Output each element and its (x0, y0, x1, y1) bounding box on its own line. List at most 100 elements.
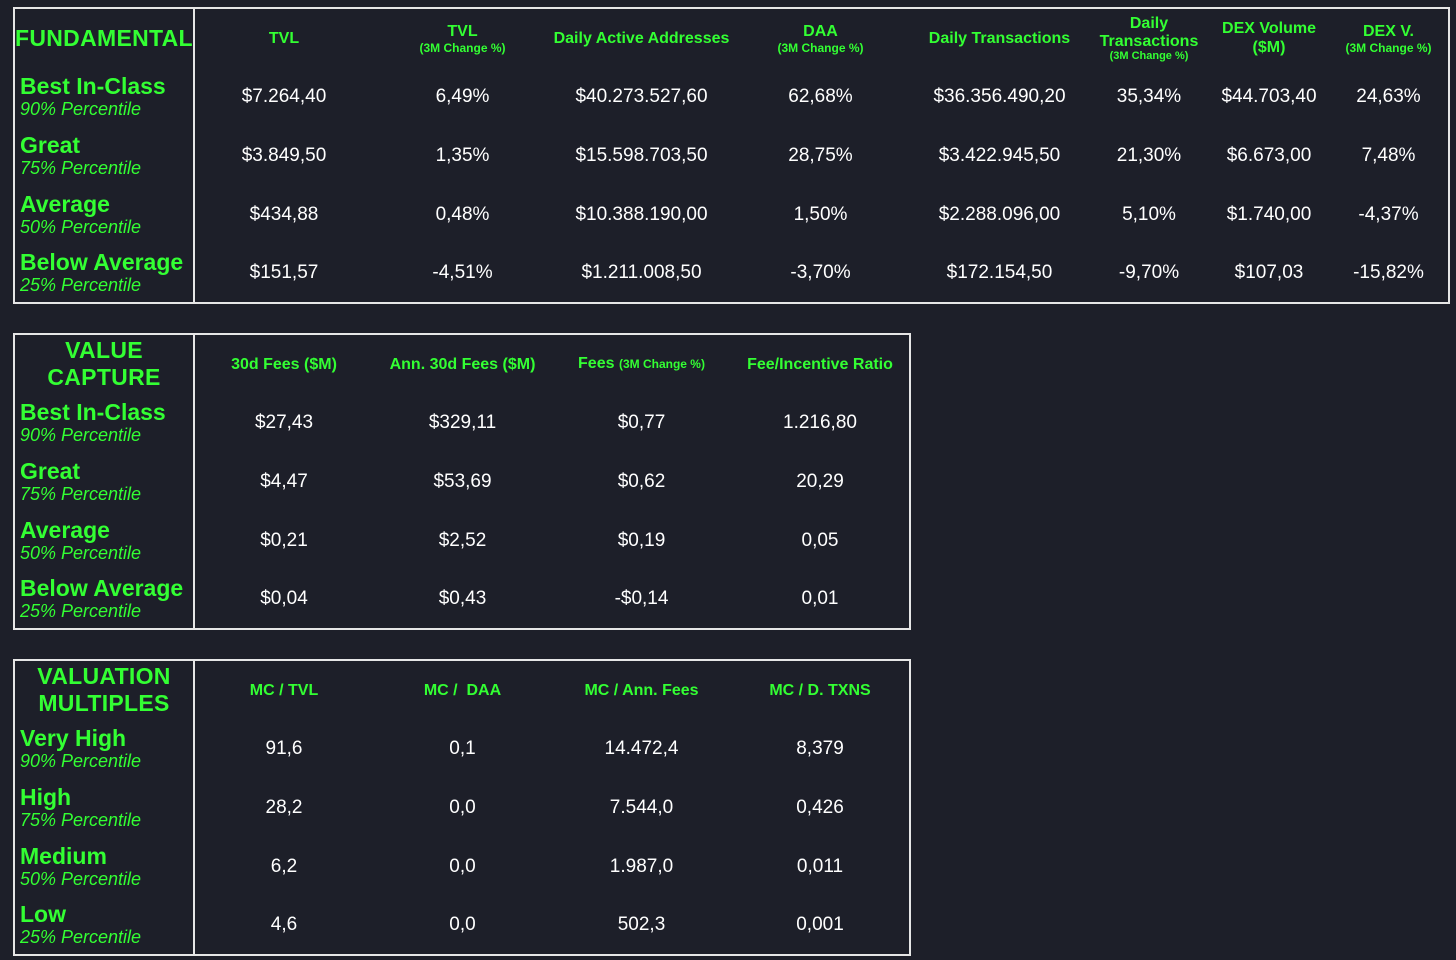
cell: $6.673,00 (1226, 144, 1312, 166)
table-row: Great 75% Percentile $3.849,50 1,35% $15… (14, 126, 1449, 185)
col-daily-transactions: Daily Transactions (928, 29, 1071, 47)
cell: 1.987,0 (609, 855, 674, 877)
cell: 8,379 (796, 737, 844, 759)
cell: -9,70% (1118, 262, 1180, 283)
cell: $40.273.527,60 (575, 85, 708, 107)
cell: $0,21 (260, 529, 308, 551)
cell: 0,426 (796, 796, 844, 818)
col-mc-tvl: MC / TVL (249, 681, 319, 699)
row-label: Below Average 25% Percentile (14, 244, 195, 303)
cell: -15,82% (1353, 262, 1424, 283)
fundamentals-title: FUNDAMENTALS (14, 8, 195, 67)
table-row: Very High 90% Percentile 91,6 0,1 14.472… (14, 719, 910, 778)
col-30d-fees: 30d Fees ($M) (231, 355, 337, 373)
cell: $329,11 (428, 411, 497, 433)
cell: $7.264,40 (241, 85, 327, 107)
cell: 7.544,0 (609, 796, 674, 818)
valuation-multiples-table: VALUATION MULTIPLES MC / TVL MC / DAA MC… (13, 659, 911, 956)
cell: -$0,14 (614, 588, 669, 609)
cell: 0,0 (449, 855, 476, 877)
cell: 35,34% (1116, 85, 1182, 107)
row-label: Low 25% Percentile (14, 896, 195, 955)
cell: 20,29 (796, 470, 844, 492)
cell: $3.422.945,50 (938, 144, 1061, 166)
cell: 0,001 (796, 914, 844, 935)
cell: 0,01 (801, 588, 839, 609)
cell: 1,35% (435, 144, 490, 166)
cell: 0,05 (801, 529, 839, 551)
cell: 0,48% (435, 203, 490, 225)
cell: $107,03 (1234, 262, 1304, 283)
cell: 502,3 (617, 914, 666, 935)
col-fees-3m-change: Fees (3M Change %) (578, 355, 705, 372)
value-capture-title: VALUE CAPTURE (14, 334, 195, 393)
cell: $1.740,00 (1226, 203, 1312, 225)
col-mc-d-txns: MC / D. TXNS (769, 681, 871, 699)
row-label: Very High 90% Percentile (14, 719, 195, 778)
cell: $15.598.703,50 (575, 144, 708, 166)
cell: $4,47 (260, 470, 308, 492)
table-row: Below Average 25% Percentile $0,04 $0,43… (14, 570, 910, 629)
cell: $44.703,40 (1221, 85, 1317, 107)
col-daily-transactions-3m-change: Daily Transactions (3M Change %) (1099, 14, 1199, 62)
row-label: Medium 50% Percentile (14, 837, 195, 896)
cell: 1.216,80 (783, 411, 857, 433)
cell: $0,77 (617, 411, 666, 433)
cell: 28,75% (788, 144, 853, 166)
row-label: Great 75% Percentile (14, 126, 195, 185)
table-row: Below Average 25% Percentile $151,57 -4,… (14, 244, 1449, 303)
row-label: Best In-Class 90% Percentile (14, 393, 195, 452)
table-row: Low 25% Percentile 4,6 0,0 502,3 0,001 (14, 896, 910, 955)
table-row: Average 50% Percentile $0,21 $2,52 $0,19… (14, 511, 910, 570)
table-row: Medium 50% Percentile 6,2 0,0 1.987,0 0,… (14, 837, 910, 896)
cell: 6,49% (435, 85, 490, 107)
cell: 0,0 (449, 796, 476, 818)
cell: 28,2 (265, 796, 303, 818)
col-ann-30d-fees: Ann. 30d Fees ($M) (389, 355, 536, 373)
row-label: Great 75% Percentile (14, 452, 195, 511)
cell: -4,37% (1358, 203, 1419, 225)
row-label: Average 50% Percentile (14, 511, 195, 570)
table-row: Best In-Class 90% Percentile $27,43 $329… (14, 393, 910, 452)
cell: 24,63% (1356, 85, 1421, 107)
cell: $10.388.190,00 (575, 203, 708, 225)
col-tvl-3m-change: TVL (3M Change %) (419, 22, 506, 55)
row-label: Best In-Class 90% Percentile (14, 67, 195, 126)
cell: 0,0 (449, 914, 476, 935)
valuation-title: VALUATION MULTIPLES (14, 660, 195, 719)
col-daily-active-addresses: Daily Active Addresses (553, 29, 730, 47)
cell: $0,43 (438, 588, 487, 609)
cell: 5,10% (1122, 203, 1176, 225)
cell: $172.154,50 (946, 262, 1053, 283)
cell: -4,51% (432, 262, 493, 283)
table-row: Best In-Class 90% Percentile $7.264,40 6… (14, 67, 1449, 126)
cell: 91,6 (265, 737, 303, 759)
cell: $2,52 (438, 529, 487, 551)
cell: -3,70% (790, 262, 851, 283)
cell: $434,88 (249, 203, 319, 225)
col-fee-incentive-ratio: Fee/Incentive Ratio (747, 355, 893, 373)
cell: 4,6 (270, 914, 298, 935)
fundamentals-header-row: FUNDAMENTALS TVL TVL (3M Change %) Daily… (14, 8, 1449, 67)
col-mc-daa: MC / DAA (423, 681, 502, 699)
cell: $2.288.096,00 (938, 203, 1061, 225)
table-row: Average 50% Percentile $434,88 0,48% $10… (14, 185, 1449, 244)
table-row: Great 75% Percentile $4,47 $53,69 $0,62 … (14, 452, 910, 511)
fundamentals-table: FUNDAMENTALS TVL TVL (3M Change %) Daily… (13, 7, 1450, 304)
cell: $151,57 (249, 262, 319, 283)
value-capture-header-row: VALUE CAPTURE 30d Fees ($M) Ann. 30d Fee… (14, 334, 910, 393)
col-dex-volume: DEX Volume ($M) (1222, 20, 1316, 56)
row-label: Average 50% Percentile (14, 185, 195, 244)
col-dex-v-3m-change: DEX V. (3M Change %) (1345, 22, 1432, 55)
cell: $1.211.008,50 (581, 262, 702, 283)
cell: $27,43 (254, 411, 314, 433)
cell: 0,011 (796, 855, 844, 877)
cell: $3.849,50 (241, 144, 327, 166)
cell: 0,1 (449, 737, 476, 759)
cell: 7,48% (1361, 144, 1416, 166)
cell: 21,30% (1116, 144, 1182, 166)
cell: $0,04 (260, 588, 308, 609)
cell: 1,50% (793, 203, 848, 225)
valuation-header-row: VALUATION MULTIPLES MC / TVL MC / DAA MC… (14, 660, 910, 719)
table-row: High 75% Percentile 28,2 0,0 7.544,0 0,4… (14, 778, 910, 837)
